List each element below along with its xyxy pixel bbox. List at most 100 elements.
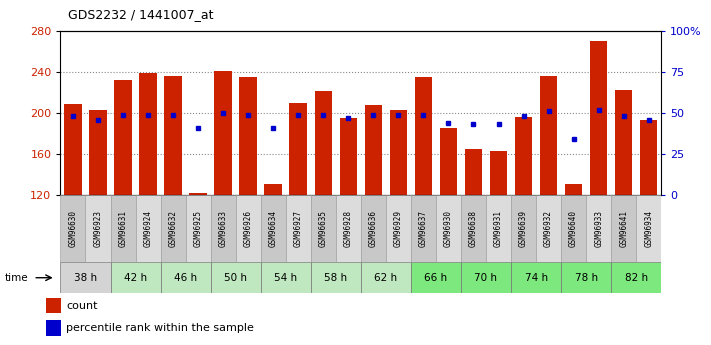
Text: 62 h: 62 h: [374, 273, 397, 283]
Bar: [561, 195, 586, 262]
Text: GSM96927: GSM96927: [294, 210, 303, 247]
Bar: [415, 77, 432, 195]
Text: 38 h: 38 h: [74, 273, 97, 283]
Text: GSM96934: GSM96934: [644, 210, 653, 247]
Bar: [386, 195, 411, 262]
Text: GSM96923: GSM96923: [93, 210, 102, 247]
Bar: [340, 118, 357, 195]
Bar: [411, 262, 461, 293]
Bar: [46, 298, 61, 313]
Bar: [89, 110, 107, 195]
Bar: [311, 195, 336, 262]
Bar: [264, 184, 282, 195]
Bar: [235, 195, 261, 262]
Bar: [361, 195, 386, 262]
Bar: [365, 105, 382, 195]
Bar: [511, 262, 561, 293]
Bar: [189, 193, 207, 195]
Bar: [60, 195, 85, 262]
Bar: [611, 262, 661, 293]
Bar: [565, 184, 582, 195]
Bar: [164, 76, 182, 195]
Text: GSM96924: GSM96924: [144, 210, 153, 247]
Text: GSM96632: GSM96632: [169, 210, 178, 247]
Text: GSM96633: GSM96633: [219, 210, 228, 247]
Bar: [110, 195, 136, 262]
Bar: [161, 262, 210, 293]
Text: 82 h: 82 h: [625, 273, 648, 283]
Text: 50 h: 50 h: [224, 273, 247, 283]
Text: GSM96638: GSM96638: [469, 210, 478, 247]
Bar: [511, 195, 536, 262]
Bar: [461, 262, 511, 293]
Text: GSM96636: GSM96636: [369, 210, 378, 247]
Bar: [139, 73, 157, 195]
Bar: [110, 262, 161, 293]
Bar: [411, 195, 436, 262]
Bar: [461, 195, 486, 262]
Text: GSM96928: GSM96928: [344, 210, 353, 247]
Text: GSM96925: GSM96925: [193, 210, 203, 247]
Text: count: count: [66, 300, 97, 310]
Bar: [590, 41, 607, 195]
Bar: [465, 149, 482, 195]
Bar: [215, 71, 232, 195]
Bar: [586, 195, 611, 262]
Bar: [611, 195, 636, 262]
Text: GSM96926: GSM96926: [244, 210, 252, 247]
Bar: [210, 262, 261, 293]
Bar: [436, 195, 461, 262]
Bar: [540, 76, 557, 195]
Text: time: time: [5, 273, 28, 283]
Bar: [289, 103, 307, 195]
Bar: [490, 151, 507, 195]
Text: 58 h: 58 h: [324, 273, 348, 283]
Text: GSM96933: GSM96933: [594, 210, 603, 247]
Bar: [136, 195, 161, 262]
Bar: [439, 128, 457, 195]
Text: 46 h: 46 h: [174, 273, 197, 283]
Text: GSM96639: GSM96639: [519, 210, 528, 247]
Bar: [210, 195, 235, 262]
Text: GSM96631: GSM96631: [119, 210, 127, 247]
Bar: [60, 262, 110, 293]
Text: 74 h: 74 h: [525, 273, 547, 283]
Bar: [261, 262, 311, 293]
Text: GSM96637: GSM96637: [419, 210, 428, 247]
Text: GSM96630: GSM96630: [68, 210, 77, 247]
Bar: [46, 320, 61, 336]
Bar: [240, 77, 257, 195]
Bar: [361, 262, 411, 293]
Bar: [314, 91, 332, 195]
Bar: [161, 195, 186, 262]
Text: GSM96930: GSM96930: [444, 210, 453, 247]
Bar: [515, 117, 533, 195]
Bar: [336, 195, 361, 262]
Bar: [640, 120, 658, 195]
Bar: [561, 262, 611, 293]
Bar: [486, 195, 511, 262]
Bar: [261, 195, 286, 262]
Text: GSM96641: GSM96641: [619, 210, 629, 247]
Text: GSM96929: GSM96929: [394, 210, 403, 247]
Bar: [311, 262, 361, 293]
Bar: [636, 195, 661, 262]
Text: 70 h: 70 h: [474, 273, 498, 283]
Text: GSM96932: GSM96932: [544, 210, 553, 247]
Bar: [186, 195, 210, 262]
Bar: [64, 104, 82, 195]
Text: GSM96640: GSM96640: [569, 210, 578, 247]
Bar: [114, 80, 132, 195]
Text: 54 h: 54 h: [274, 273, 297, 283]
Bar: [85, 195, 110, 262]
Text: percentile rank within the sample: percentile rank within the sample: [66, 323, 254, 333]
Bar: [390, 110, 407, 195]
Text: 66 h: 66 h: [424, 273, 447, 283]
Bar: [536, 195, 561, 262]
Text: GDS2232 / 1441007_at: GDS2232 / 1441007_at: [68, 8, 213, 21]
Text: GSM96931: GSM96931: [494, 210, 503, 247]
Text: GSM96634: GSM96634: [269, 210, 278, 247]
Bar: [286, 195, 311, 262]
Text: GSM96635: GSM96635: [319, 210, 328, 247]
Bar: [615, 90, 633, 195]
